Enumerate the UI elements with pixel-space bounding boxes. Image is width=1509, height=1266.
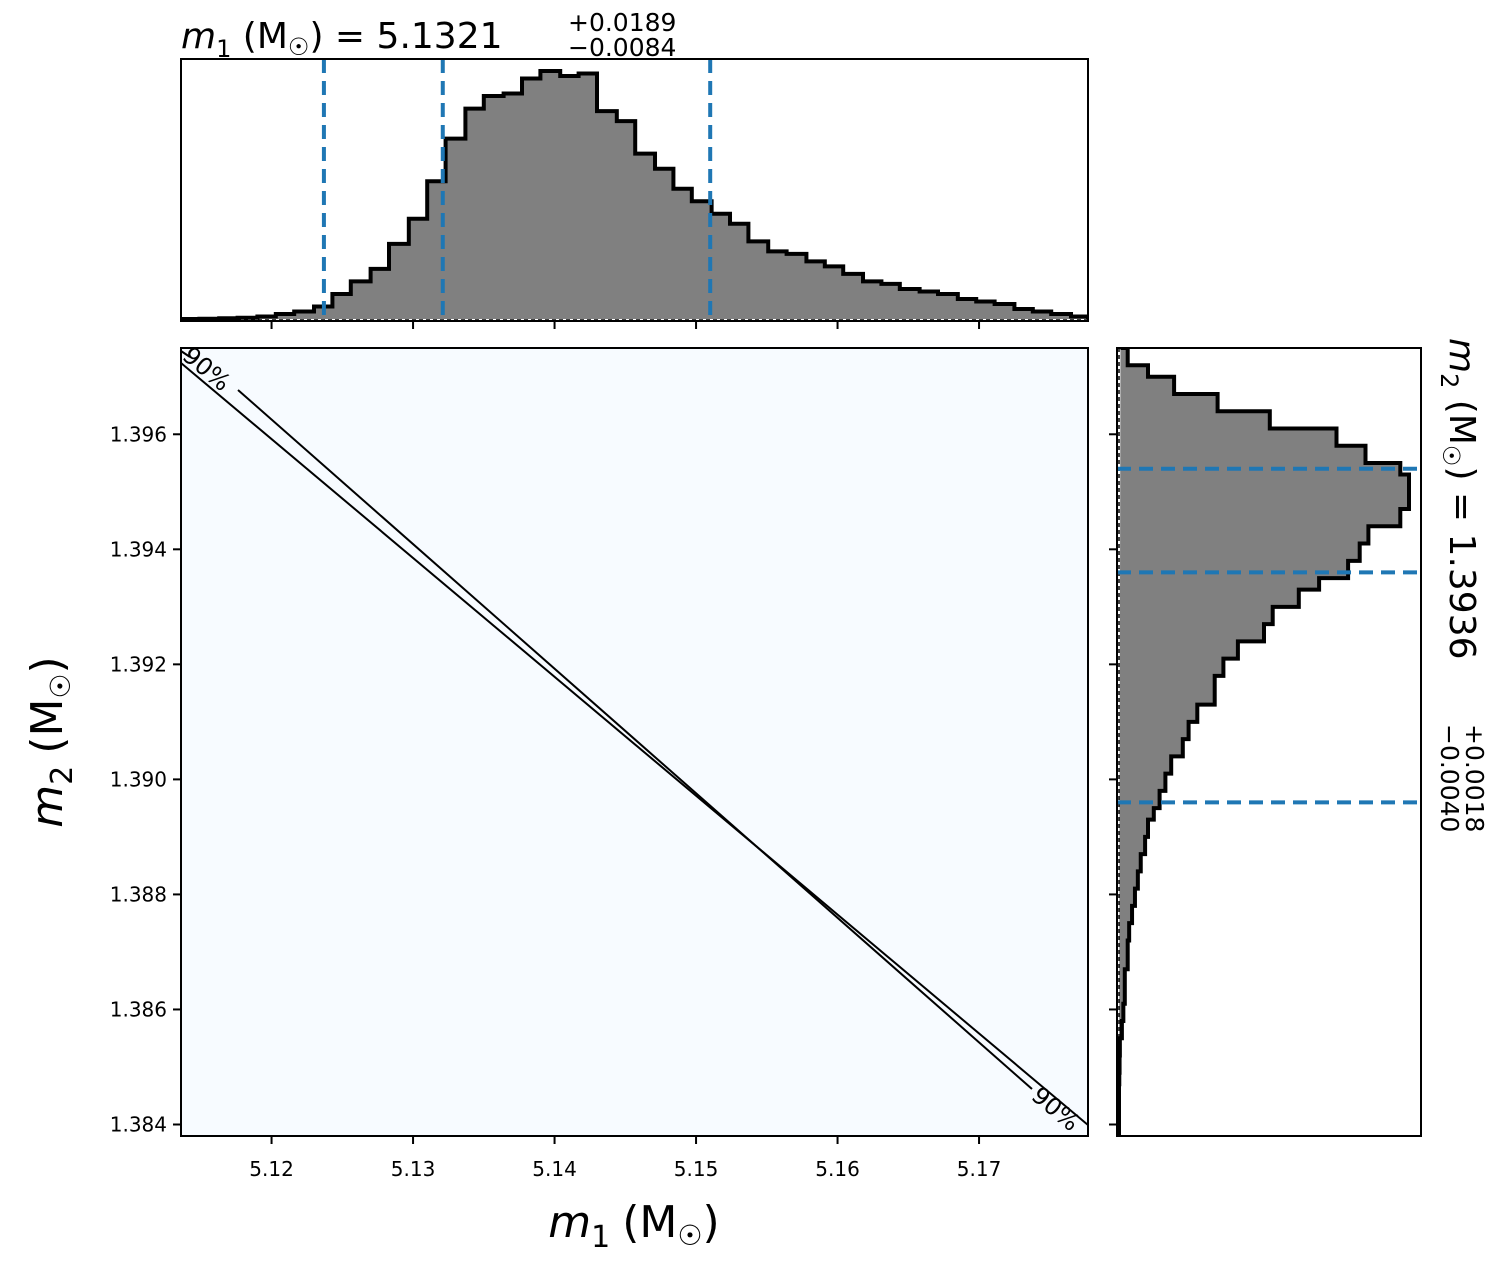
contour-line-upper-top [181,350,191,358]
m2-title-plus: +0.0018 [1460,724,1489,832]
joint-panel: 90% 90% 5.12 5.13 5.14 5.15 5.16 5.17 1.3841.… [22,347,1089,1255]
m1-title-plus: +0.0189 [568,8,676,37]
x-tick-label: 5.17 [957,1157,1002,1181]
m2-title-minus: −0.0040 [1435,724,1464,832]
x-tick-label: 5.12 [249,1157,294,1181]
m2-marginal-title: m2 (M☉) = 1.3936 [1435,338,1482,660]
y-axis-ticks: 1.384 1.386 1.388 1.390 1.392 1.394 1.396 [110,422,181,1136]
x-axis-title: m1 (M☉) [548,1197,719,1255]
y-tick-label: 1.386 [110,997,167,1021]
m2-histogram-fill [1119,348,1409,1136]
y-axis-title: m2(M☉) [22,656,80,827]
contour-line-lower [181,362,1088,1126]
x-axis-ticks: 5.12 5.13 5.14 5.15 5.16 5.17 [249,1136,1001,1181]
m1-marginal-ticks [270,321,981,329]
m1-marginal-frame [180,58,1089,322]
m2-marginal-frame [1116,347,1422,1137]
x-tick-label: 5.13 [391,1157,436,1181]
m2-marginal-panel: m2 (M☉) = 1.3936 +0.0018 −0.0040 [1109,338,1489,1137]
m1-marginal-panel: m1 (M☉) = 5.1321 +0.0189 −0.0084 [180,8,1089,329]
m1-histogram-outline [181,69,1088,321]
m2-quantile-lines [1117,466,1421,805]
y-tick-label: 1.384 [110,1112,167,1136]
m2-marginal-ticks [1109,433,1117,1126]
joint-panel-frame [180,347,1089,1137]
m1-title-minus: −0.0084 [568,33,676,62]
y-tick-label: 1.390 [110,767,167,791]
contour-line-upper [237,389,1033,1090]
m2-histogram-outline [1117,348,1411,1136]
y-tick-label: 1.394 [110,537,167,561]
x-tick-label: 5.16 [815,1157,860,1181]
x-tick-label: 5.14 [532,1157,577,1181]
y-tick-label: 1.392 [110,652,167,676]
y-tick-label: 1.396 [110,422,167,446]
y-tick-label: 1.388 [110,882,167,906]
m1-histogram-fill [181,71,1088,319]
m1-marginal-title: m1 (M☉) = 5.1321 [181,16,503,63]
x-tick-label: 5.15 [674,1157,719,1181]
